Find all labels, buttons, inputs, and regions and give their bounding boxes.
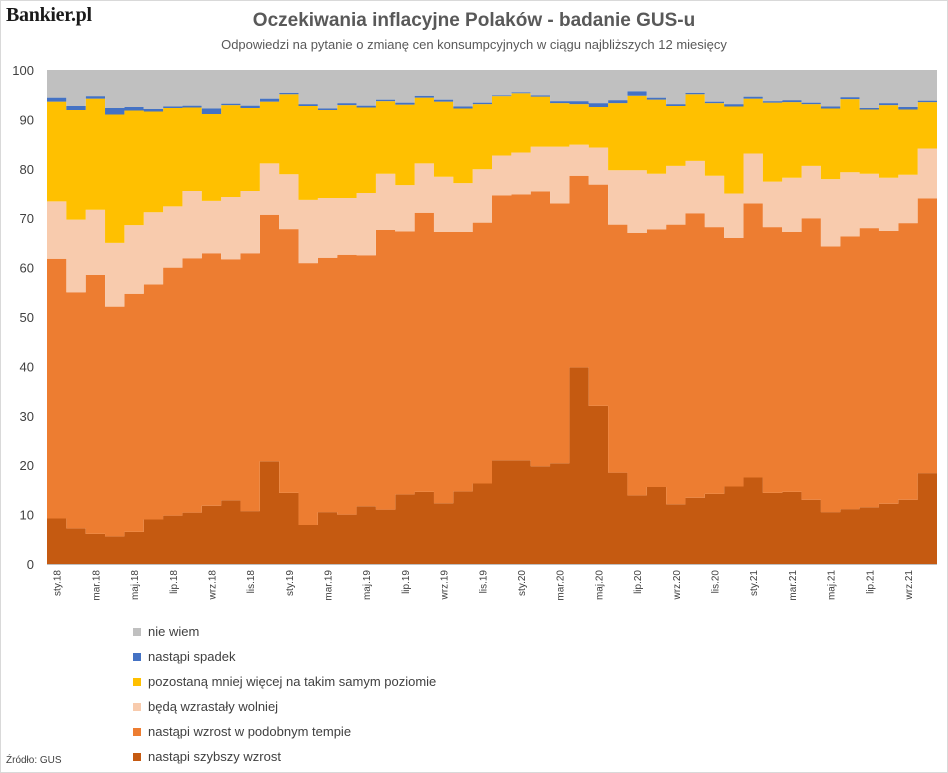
x-tick-label: lis.20 (711, 570, 722, 594)
legend-swatch (133, 752, 141, 761)
x-tick-label: maj.21 (827, 570, 838, 600)
y-tick-label: 10 (20, 508, 34, 523)
legend-item: nastąpi wzrost w podobnym tempie (133, 719, 436, 744)
x-tick-label: maj.19 (362, 570, 373, 600)
x-tick-label: maj.20 (594, 570, 605, 600)
y-tick-label: 100 (12, 63, 34, 78)
stacked-area-chart: 0 10 20 30 40 50 60 70 80 90 100 sty.18 mar.18 maj.18… (12, 63, 937, 601)
x-tick-label: wrz.18 (207, 570, 218, 601)
y-tick-label: 80 (20, 162, 34, 177)
x-tick-label: mar.18 (91, 570, 102, 601)
x-tick-label: sty.21 (749, 570, 760, 596)
x-tick-label: wrz.19 (440, 570, 451, 601)
legend-label: nastąpi szybszy wzrost (148, 749, 281, 764)
legend-item: będą wzrastały wolniej (133, 694, 436, 719)
brand-logo: Bankier.pl (6, 4, 92, 26)
y-tick-label: 0 (27, 557, 34, 572)
chart-title: Oczekiwania inflacyjne Polaków - badanie… (252, 10, 696, 31)
legend-swatch (133, 652, 141, 661)
legend-label: nastąpi wzrost w podobnym tempie (148, 724, 352, 739)
x-tick-label: mar.21 (788, 570, 799, 601)
y-tick-label: 50 (20, 310, 34, 325)
series-area-2 (47, 144, 937, 307)
x-tick-label: mar.20 (556, 570, 567, 601)
series-area-5 (47, 70, 937, 110)
legend-swatch (133, 677, 141, 686)
legend-item: nastąpi szybszy wzrost (133, 744, 436, 769)
legend-label: będą wzrastały wolniej (148, 699, 279, 714)
source-note: Źródło: GUS (6, 755, 62, 766)
y-tick-label: 20 (20, 458, 34, 473)
x-tick-label: wrz.20 (672, 570, 683, 601)
legend-label: nastąpi spadek (148, 649, 236, 664)
y-tick-label: 60 (20, 261, 34, 276)
y-tick-label: 70 (20, 211, 34, 226)
x-tick-label: sty.18 (53, 570, 64, 596)
legend-label: nie wiem (148, 624, 200, 639)
legend-swatch (133, 702, 141, 711)
x-tick-label: lip.18 (169, 570, 180, 594)
x-tick-label: maj.18 (130, 570, 141, 600)
legend-label: pozostaną mniej więcej na takim samym po… (148, 674, 437, 689)
x-tick-label: lis.18 (246, 570, 257, 594)
legend-swatch (133, 727, 141, 736)
y-tick-label: 30 (20, 409, 34, 424)
x-tick-label: sty.19 (285, 570, 296, 596)
x-tick-label: lip.21 (865, 570, 876, 594)
series-area-1 (47, 175, 937, 537)
x-tick-label: wrz.21 (904, 570, 915, 601)
y-tick-label: 90 (20, 112, 34, 127)
x-tick-label: lip.19 (401, 570, 412, 594)
legend-item: nastąpi spadek (133, 644, 436, 669)
x-tick-label: sty.20 (517, 570, 528, 596)
y-tick-label: 40 (20, 359, 34, 374)
legend-item: nie wiem (133, 619, 436, 644)
legend-item: pozostaną mniej więcej na takim samym po… (133, 669, 436, 694)
series-area-3 (47, 93, 937, 243)
x-tick-label: lis.19 (478, 570, 489, 594)
legend: nie wiem nastąpi spadek pozostaną mniej wi… (133, 619, 436, 769)
series-area-4 (47, 91, 937, 115)
x-tick-label: lip.20 (633, 570, 644, 594)
legend-swatch (133, 627, 141, 636)
x-tick-label: mar.19 (324, 570, 335, 601)
chart-subtitle: Odpowiedzi na pytanie o zmianę cen konsu… (221, 37, 727, 52)
